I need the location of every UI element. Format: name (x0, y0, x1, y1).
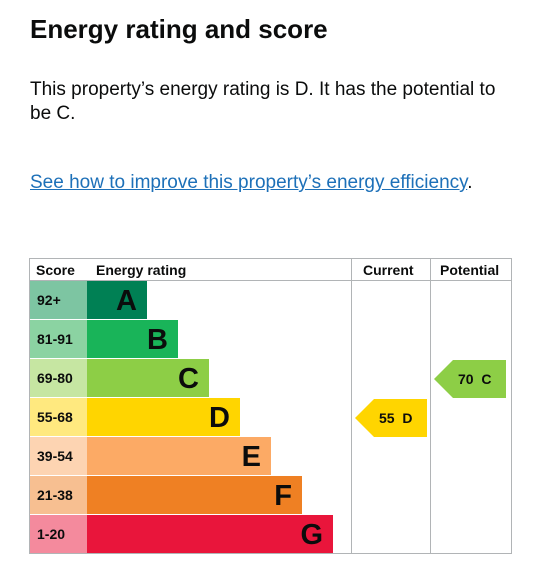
current-rating-arrow: 55 D (355, 399, 427, 437)
band-score-range: 55-68 (30, 398, 87, 436)
band-score-range: 81-91 (30, 320, 87, 358)
potential-rating-arrow: 70 C (434, 360, 506, 398)
band-letter: D (209, 402, 230, 434)
band-bar-c: C (87, 359, 209, 397)
band-score-range: 92+ (30, 281, 87, 319)
band-bar-a: A (87, 281, 147, 319)
band-letter: E (241, 441, 261, 473)
band-letter: G (300, 519, 323, 551)
band-letter: B (147, 324, 168, 356)
band-score-range: 21-38 (30, 476, 87, 514)
current-arrow-shape (355, 399, 427, 437)
score-column-header: Score (36, 262, 75, 278)
band-letter: C (178, 363, 199, 395)
energy-rating-chart: Score Energy rating Current Potential 92… (29, 258, 512, 554)
header-divider (30, 280, 511, 281)
potential-column-header: Potential (440, 262, 500, 278)
rating-column-header: Energy rating (96, 262, 187, 278)
band-score-range: 39-54 (30, 437, 87, 475)
improve-link-paragraph: See how to improve this property’s energ… (30, 171, 500, 195)
potential-arrow-shape (434, 360, 506, 398)
band-bar-f: F (87, 476, 302, 514)
band-bar-d: D (87, 398, 240, 436)
band-bar-b: B (87, 320, 178, 358)
band-bar-g: G (87, 515, 333, 553)
band-score-range: 69-80 (30, 359, 87, 397)
potential-rating-label: 70 C (458, 371, 492, 387)
band-score-range: 1-20 (30, 515, 87, 553)
current-column-divider (351, 259, 352, 553)
potential-column-divider (430, 259, 431, 553)
band-bar-e: E (87, 437, 271, 475)
current-column-header: Current (363, 262, 414, 278)
page-title: Energy rating and score (30, 14, 328, 44)
band-letter: F (274, 480, 292, 512)
current-rating-label: 55 D (379, 410, 413, 426)
band-letter: A (116, 285, 137, 317)
link-suffix: . (467, 172, 473, 193)
improve-efficiency-link[interactable]: See how to improve this property’s energ… (30, 172, 468, 193)
rating-summary: This property’s energy rating is D. It h… (30, 79, 496, 124)
